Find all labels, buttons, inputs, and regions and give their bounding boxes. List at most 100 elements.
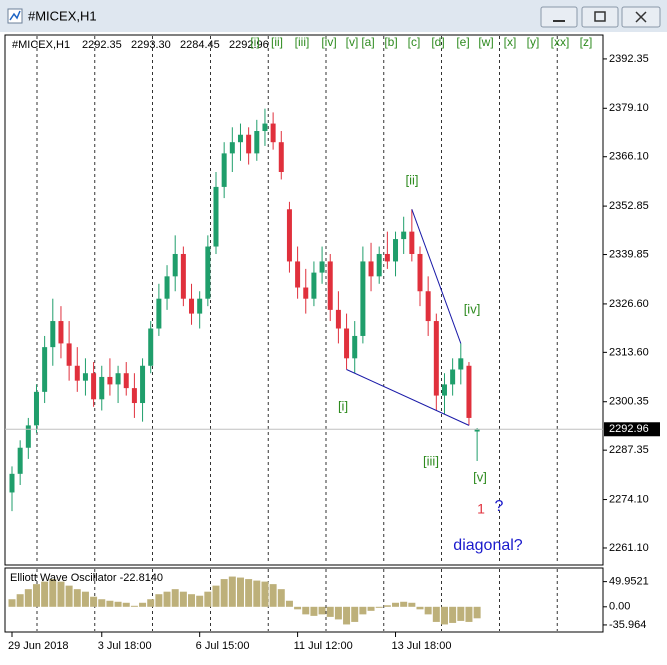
candle-body <box>441 384 447 396</box>
candle-body <box>189 298 195 314</box>
x-tick-label: 11 Jul 12:00 <box>294 640 353 652</box>
oscillator-bar <box>90 596 98 607</box>
y-tick-label: 2274.10 <box>609 493 649 505</box>
candle-body <box>270 123 276 143</box>
candle-body <box>295 261 301 288</box>
wave-label: [i] <box>338 398 348 413</box>
oscillator-bar <box>130 605 138 607</box>
oscillator-title: Elliott Wave Oscillator -22.8140 <box>10 572 163 584</box>
oscillator-bar <box>155 594 163 607</box>
wave-button[interactable]: [iii] <box>295 35 310 49</box>
oscillator-bar <box>171 589 179 607</box>
candle-body <box>401 231 407 240</box>
oscillator-bar <box>310 606 318 616</box>
candle-body <box>180 253 186 299</box>
oscillator-bar <box>106 600 114 607</box>
wave-button[interactable]: [y] <box>527 35 540 49</box>
wave-button[interactable]: [b] <box>384 35 397 49</box>
oscillator-bar <box>392 602 400 607</box>
window-title: #MICEX,H1 <box>28 8 97 23</box>
oscillator-bar <box>24 589 32 607</box>
oscillator-bar <box>285 600 293 607</box>
candle-body <box>66 343 72 366</box>
candle-body <box>221 153 227 187</box>
candle-body <box>311 272 317 299</box>
candle-body <box>474 429 480 432</box>
candle-body <box>91 373 97 400</box>
candle-body <box>254 131 260 154</box>
y-tick-label: 2300.35 <box>609 396 649 408</box>
candle-body <box>164 276 170 299</box>
wave-button[interactable]: [c] <box>408 35 421 49</box>
oscillator-bar <box>318 606 326 615</box>
wave-button[interactable]: [i] <box>250 35 259 49</box>
y-tick-label: 49.9521 <box>609 576 649 588</box>
oscillator-bar <box>465 606 473 622</box>
ohlc-label: 2293.30 <box>131 39 171 51</box>
oscillator-bar <box>334 606 342 620</box>
oscillator-bar <box>383 605 391 607</box>
wave-button[interactable]: [xx] <box>551 35 570 49</box>
oscillator-bar <box>139 602 147 607</box>
candle-body <box>458 358 464 370</box>
wave-button[interactable]: [z] <box>580 35 593 49</box>
wave-button[interactable]: [e] <box>456 35 469 49</box>
y-tick-label: 0.00 <box>609 601 630 613</box>
question-mark: ? <box>495 498 504 515</box>
wave-label: [iii] <box>423 453 439 468</box>
oscillator-bar <box>245 579 253 607</box>
oscillator-bar <box>16 594 24 607</box>
oscillator-bar <box>343 606 351 625</box>
candle-body <box>433 321 439 396</box>
oscillator-bar <box>57 581 65 607</box>
candle-body <box>409 231 415 254</box>
oscillator-bar <box>253 580 261 607</box>
y-tick-label: 2261.10 <box>609 542 649 554</box>
oscillator-bar <box>228 576 236 607</box>
oscillator-bar <box>73 589 81 607</box>
wave-label: [ii] <box>406 172 419 187</box>
candle-body <box>107 376 113 385</box>
wave-button[interactable]: [ii] <box>271 35 283 49</box>
wave-label: [v] <box>473 469 487 484</box>
oscillator-bar <box>359 606 367 615</box>
candle-body <box>99 376 105 400</box>
candle-body <box>123 373 129 389</box>
oscillator-bar <box>122 602 130 607</box>
wave-button[interactable]: [d] <box>431 35 444 49</box>
ohlc-label: 2292.35 <box>82 39 122 51</box>
wave-button[interactable]: [a] <box>361 35 374 49</box>
price-panel <box>4 34 604 566</box>
candle-body <box>213 186 219 247</box>
candle-body <box>25 425 31 448</box>
candle-body <box>376 253 382 277</box>
oscillator-bar <box>294 606 302 610</box>
wave-button[interactable]: [w] <box>478 35 493 49</box>
y-tick-label: 2313.60 <box>609 346 649 358</box>
oscillator-bar <box>449 606 457 623</box>
candle-body <box>360 261 366 336</box>
y-tick-label: 2326.60 <box>609 298 649 310</box>
wave-button[interactable]: [iv] <box>321 35 336 49</box>
oscillator-bar <box>49 579 57 607</box>
oscillator-bar <box>416 606 424 610</box>
window-icon-line <box>9 10 21 21</box>
wave-label: [iv] <box>464 301 481 316</box>
candle-body <box>278 142 284 173</box>
y-tick-label: 2339.85 <box>609 248 649 260</box>
candle-body <box>303 287 309 299</box>
restore-button[interactable] <box>581 6 619 28</box>
candle-body <box>466 365 472 418</box>
wave-button[interactable]: [v] <box>346 35 359 49</box>
y-tick-label: -35.964 <box>609 619 646 631</box>
candle-body <box>262 123 268 132</box>
candle-body <box>197 298 203 314</box>
x-tick-label: 6 Jul 15:00 <box>196 640 250 652</box>
oscillator-bar <box>408 602 416 607</box>
y-tick-label: 2352.85 <box>609 200 649 212</box>
candle-body <box>9 473 15 493</box>
wave-button[interactable]: [x] <box>504 35 517 49</box>
minimize-button[interactable] <box>540 6 578 28</box>
oscillator-bar <box>400 601 408 607</box>
